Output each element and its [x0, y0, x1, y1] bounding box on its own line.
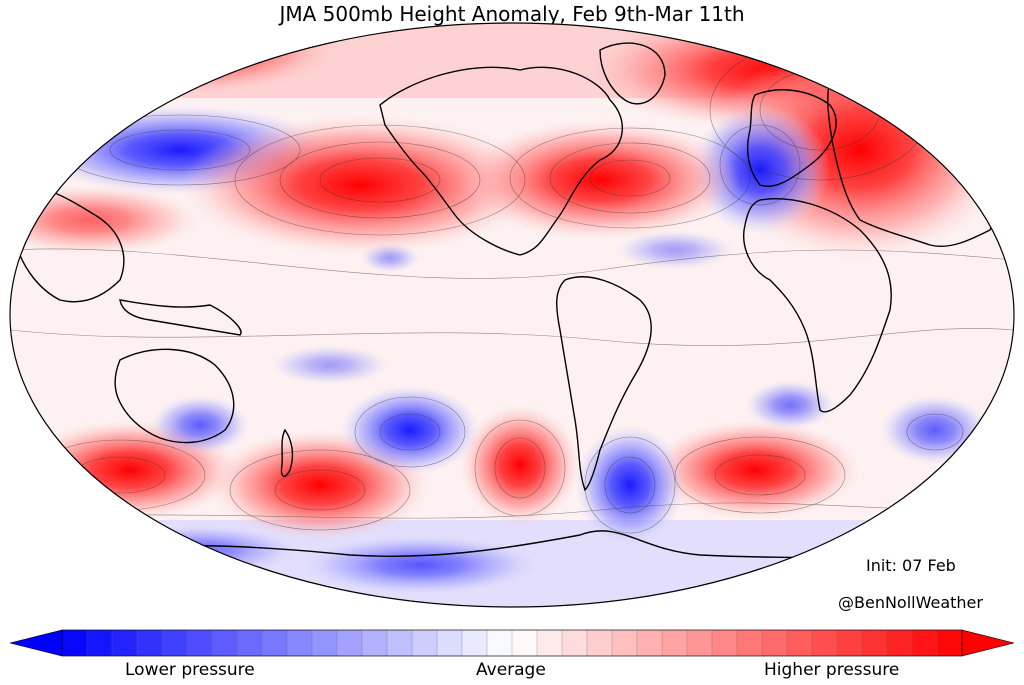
low-anomaly-drake-passage: [575, 425, 685, 545]
colorbar-bin: [586, 629, 613, 657]
indonesia-outline: [119, 299, 242, 336]
low-anomaly-subtropic-south: [270, 345, 390, 385]
colorbar-higher-label: Higher pressure: [764, 660, 900, 680]
colorbar-bins: [61, 629, 963, 657]
colorbar-bin: [386, 629, 413, 657]
anomaly-map: [9, 22, 1015, 608]
map-title: JMA 500mb Height Anomaly, Feb 9th-Mar 11…: [279, 2, 745, 26]
colorbar-bin: [811, 629, 838, 657]
colorbar-bin: [361, 629, 388, 657]
colorbar-bin: [761, 629, 788, 657]
colorbar-average-label: Average: [476, 660, 546, 680]
colorbar-bin: [161, 629, 188, 657]
colorbar-bin: [886, 629, 913, 657]
colorbar-bin: [211, 629, 238, 657]
low-anomaly-subtropic-pacific: [360, 243, 420, 273]
colorbar-bin: [936, 629, 963, 657]
colorbar-bin: [186, 629, 213, 657]
colorbar-bin: [611, 629, 638, 657]
high-anomaly-ne-pacific: [180, 115, 540, 255]
colorbar-bin: [236, 629, 263, 657]
colorbar-bin: [136, 629, 163, 657]
colorbar-bin: [486, 629, 513, 657]
arctic-band: [10, 23, 1014, 98]
africa-outline: [743, 198, 892, 413]
contour-lines: [10, 39, 1014, 534]
colorbar-bin: [86, 629, 113, 657]
colorbar-bin: [836, 629, 863, 657]
new-zealand-outline: [280, 428, 294, 477]
low-anomaly-antarctic-west: [100, 525, 300, 575]
colorbar-bin: [261, 629, 288, 657]
colorbar-bin: [61, 629, 88, 657]
colorbar-bin: [636, 629, 663, 657]
colorbar-bin: [911, 629, 938, 657]
high-anomaly-south-atlantic: [650, 420, 860, 520]
credit-label: @BenNollWeather: [838, 593, 983, 612]
low-anomaly-tasman: [150, 395, 250, 455]
north-america-outline: [379, 66, 624, 256]
colorbar-low-arrow: [9, 629, 63, 657]
high-anomaly-south-pacific-central: [460, 405, 580, 525]
low-anomaly-south-african: [745, 380, 835, 430]
colorbar-bin: [861, 629, 888, 657]
australia-outline: [114, 348, 235, 444]
colorbar-bin: [411, 629, 438, 657]
colorbar-high-arrow: [961, 629, 1015, 657]
colorbar-bin: [336, 629, 363, 657]
low-anomaly-antarctic-pacific: [300, 535, 540, 595]
colorbar-bin: [461, 629, 488, 657]
south-america-outline: [556, 276, 652, 492]
colorbar-bin: [311, 629, 338, 657]
init-date-label: Init: 07 Feb: [866, 556, 956, 575]
colorbar-bin: [786, 629, 813, 657]
greenland-outline: [599, 42, 666, 105]
colorbar-bin: [111, 629, 138, 657]
globe-border: [9, 22, 1015, 608]
colorbar-bin: [686, 629, 713, 657]
globe-field: [10, 23, 1014, 607]
low-anomaly-south-pacific: [340, 385, 480, 475]
europe-outline: [747, 89, 837, 187]
colorbar-bin: [436, 629, 463, 657]
colorbar-bin: [736, 629, 763, 657]
colorbar-bin: [511, 629, 538, 657]
colorbar-bin: [536, 629, 563, 657]
colorbar-bin: [561, 629, 588, 657]
colorbar-bin: [661, 629, 688, 657]
high-anomaly-nw: [20, 23, 340, 95]
colorbar-bin: [711, 629, 738, 657]
colorbar: [9, 629, 1015, 657]
low-anomaly-subtropic-atlantic: [615, 230, 735, 270]
colorbar-bin: [286, 629, 313, 657]
colorbar-lower-label: Lower pressure: [125, 660, 255, 680]
high-anomaly-eastern-us: [460, 120, 740, 240]
